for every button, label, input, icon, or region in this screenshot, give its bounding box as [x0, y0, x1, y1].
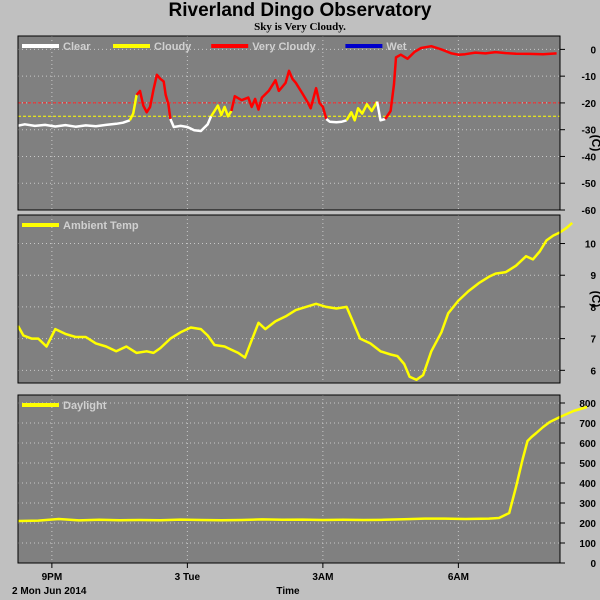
- xtick-label: 6AM: [448, 572, 469, 583]
- sky-series-segment: [230, 69, 328, 120]
- sky-series-segment: [135, 73, 172, 120]
- sky-ytick-label: -40: [582, 152, 597, 163]
- ambient-series-line: [16, 221, 574, 382]
- daylight-ytick-label: 600: [579, 439, 596, 450]
- sky-series-segment: [210, 104, 233, 118]
- sky-legend-label: Very Cloudy: [252, 41, 316, 53]
- ambient-ytick-label: 10: [585, 240, 597, 251]
- sky-ytick-label: -10: [582, 72, 597, 83]
- daylight-ytick-label: 300: [579, 499, 596, 510]
- ambient-ytick-label: 6: [590, 366, 596, 377]
- daylight-ytick-label: 0: [590, 559, 596, 570]
- daylight-ytick-label: 500: [579, 459, 596, 470]
- ambient-panel-border: [17, 214, 561, 384]
- xtick-label: 3 Tue: [175, 572, 201, 583]
- sky-series-segment: [128, 94, 138, 121]
- sky-series-segment: [325, 118, 347, 124]
- x-axis-title: Time: [276, 586, 300, 597]
- chart-subtitle: Sky is Very Cloudy.: [254, 21, 346, 33]
- ambient-panel-background: [18, 215, 560, 383]
- daylight-ytick-label: 100: [579, 539, 596, 550]
- sky-series-segment: [169, 115, 213, 133]
- sky-ytick-label: -20: [582, 99, 597, 110]
- sky-series-segment: [375, 101, 386, 122]
- chart-title: Riverland Dingo Observatory: [168, 0, 432, 21]
- xtick-label: 3AM: [312, 572, 333, 583]
- sky-series-segment: [17, 119, 131, 128]
- daylight-series-line: [17, 405, 588, 523]
- sky-panel-border: [17, 35, 561, 211]
- sky-series-segment: [345, 101, 379, 122]
- sky-panel-background: [18, 36, 560, 210]
- sky-ytick-label: -30: [582, 126, 597, 137]
- sky-ytick-label: 0: [590, 45, 596, 56]
- ambient-ytick-label: 9: [590, 271, 596, 282]
- sky-ytick-label: -50: [582, 179, 597, 190]
- sky-ytick-label: -60: [582, 206, 597, 217]
- sky-series-segment: [384, 44, 557, 120]
- ambient-ytick-label: 7: [590, 335, 596, 346]
- daylight-ytick-label: 800: [579, 399, 596, 410]
- date-label: 2 Mon Jun 2014: [12, 586, 87, 597]
- daylight-ytick-label: 400: [579, 479, 596, 490]
- daylight-legend-label: Daylight: [63, 400, 107, 412]
- daylight-ytick-label: 700: [579, 419, 596, 430]
- ambient-ytick-label: 8: [590, 303, 596, 314]
- ambient-unit-label: (C): [589, 291, 600, 308]
- sky-legend-label: Clear: [63, 41, 91, 53]
- daylight-panel-border: [17, 394, 561, 564]
- xtick-label: 9PM: [42, 572, 63, 583]
- sky-legend-label: Wet: [386, 41, 406, 53]
- sky-legend-label: Cloudy: [154, 41, 192, 53]
- daylight-ytick-label: 200: [579, 519, 596, 530]
- sky-unit-label: (C): [589, 135, 600, 152]
- daylight-panel-background: [18, 395, 560, 563]
- ambient-legend-label: Ambient Temp: [63, 220, 139, 232]
